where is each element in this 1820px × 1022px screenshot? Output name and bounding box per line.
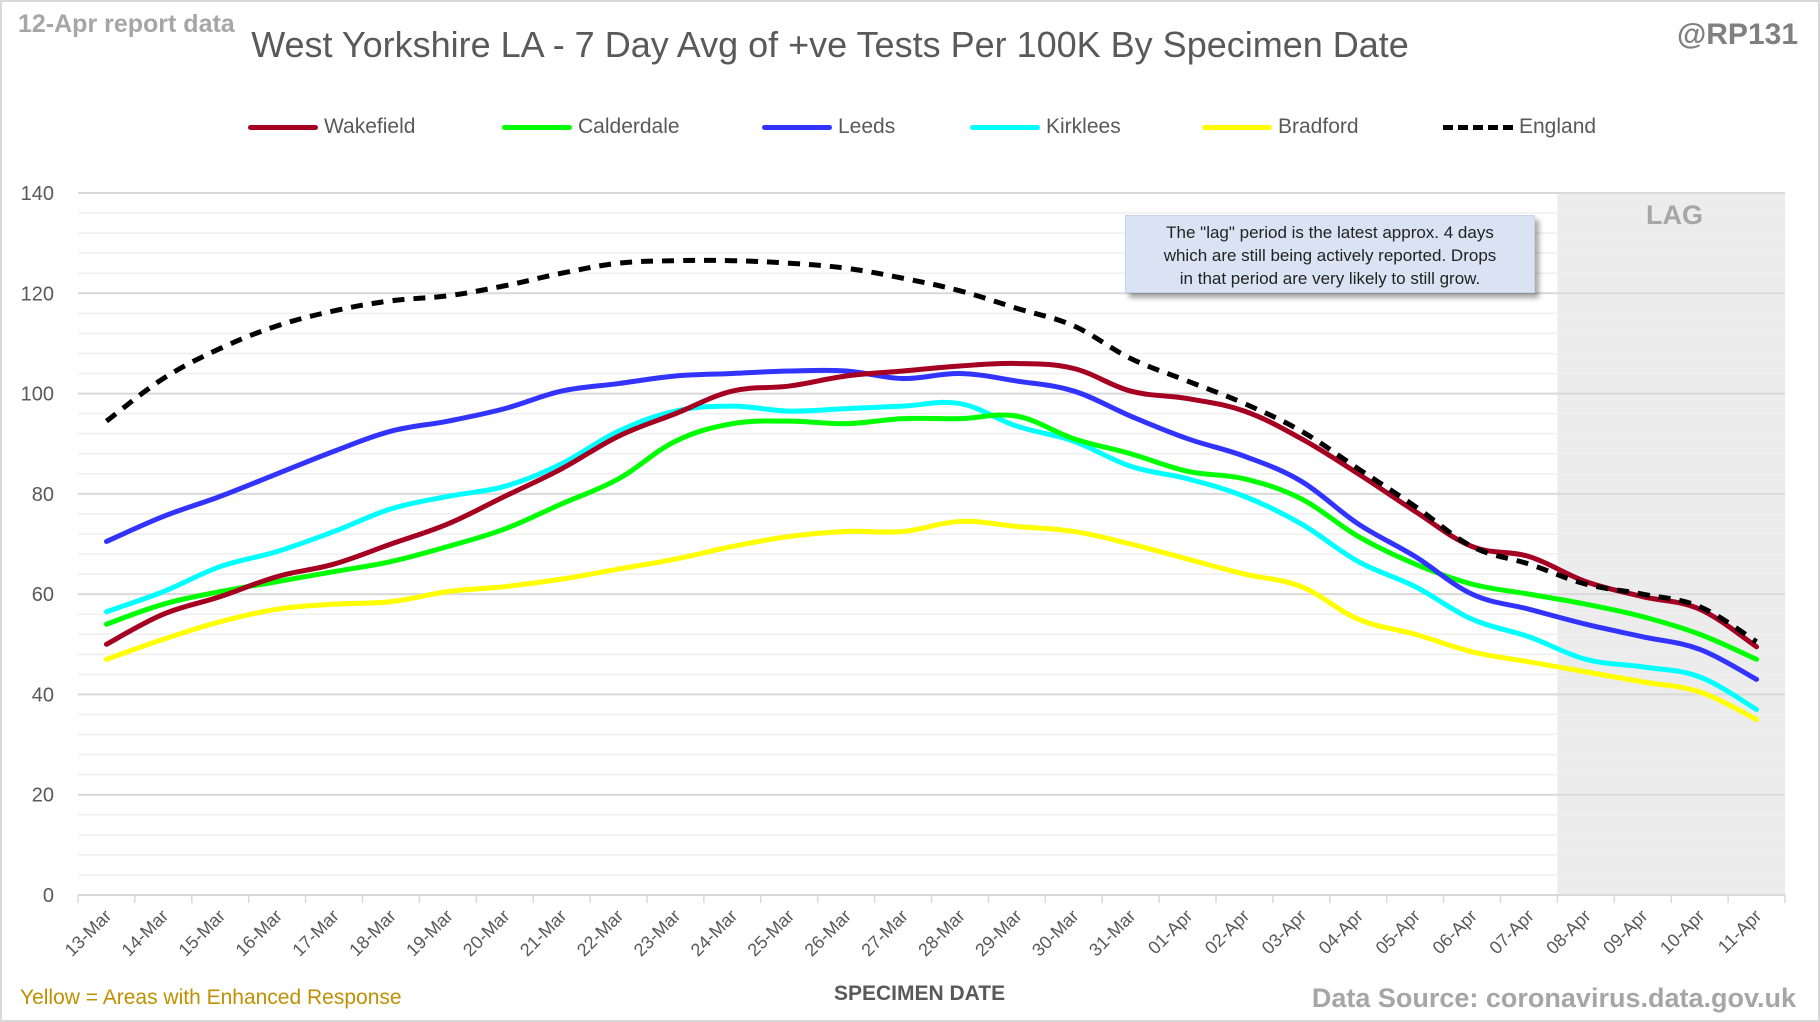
legend-swatch [970,124,1040,130]
y-tick-label: 40 [32,684,54,706]
legend-item-leeds: Leeds [762,114,895,140]
lag-region-shading [1557,193,1785,895]
legend-swatch [502,124,572,130]
lag-annotation-box: The "lag" period is the latest approx. 4… [1125,215,1535,293]
x-tick-label: 16-Mar [232,906,286,960]
x-tick-label: 21-Mar [516,906,570,960]
legend-item-england: England [1443,114,1596,140]
legend-item-kirklees: Kirklees [970,114,1121,140]
legend-label: Bradford [1278,115,1359,138]
x-tick-label: 03-Apr [1258,906,1310,958]
legend-item-calderdale: Calderdale [502,114,680,140]
series-line-kirklees [103,399,1760,712]
x-tick-label: 14-Mar [118,906,172,960]
x-tick-label: 27-Mar [857,906,911,960]
legend-swatch [762,124,832,130]
x-tick-label: 05-Apr [1372,906,1424,958]
annotation-line: The "lag" period is the latest approx. 4… [1166,223,1494,242]
x-tick-label: 06-Apr [1429,906,1481,958]
data-source: Data Source: coronavirus.data.gov.uk [1311,983,1796,1013]
x-tick-label: 28-Mar [914,906,968,960]
legend-swatch [1443,124,1513,130]
x-tick-label: 04-Apr [1315,906,1367,958]
x-tick-label: 08-Apr [1542,906,1594,958]
legend-label: England [1519,115,1597,138]
legend-swatch [248,124,318,130]
x-tick-label: 15-Mar [175,906,229,960]
x-tick-label: 11-Apr [1714,906,1765,957]
x-tick-label: 17-Mar [288,906,342,960]
series-line-england [104,257,1758,644]
x-tick-label: 25-Mar [744,906,798,960]
chart-title: West Yorkshire LA - 7 Day Avg of +ve Tes… [251,24,1409,65]
legend-swatch [1202,124,1272,130]
y-tick-label: 20 [32,785,54,807]
annotation-line: in that period are very likely to still … [1179,269,1481,288]
x-tick-label: 22-Mar [573,906,627,960]
y-tick-label: 100 [21,384,54,406]
series-line-leeds [103,367,1760,682]
x-tick-label: 18-Mar [345,906,399,960]
legend-item-wakefield: Wakefield [248,114,415,140]
x-tick-label: 19-Mar [402,906,456,960]
x-tick-label: 20-Mar [459,906,513,960]
x-tick-label: 10-Apr [1656,906,1708,958]
x-tick-label: 31-Mar [1085,906,1139,960]
y-tick-label: 120 [21,283,54,305]
y-tick-label: 80 [32,484,54,506]
author-handle: @RP131 [1677,18,1798,51]
annotation-line: which are still being actively reported.… [1163,246,1497,265]
legend-item-bradford: Bradford [1202,114,1359,140]
x-tick-label: 30-Mar [1028,906,1082,960]
x-tick-label: 01-Apr [1144,906,1196,958]
x-tick-label: 07-Apr [1485,906,1537,958]
legend-label: Wakefield [324,115,416,138]
x-tick-label: 13-Mar [61,906,115,960]
series-line-bradford [103,518,1760,722]
report-date-tag: 12-Apr report data [18,10,235,38]
lag-label: LAG [1646,200,1703,230]
x-tick-label: 24-Mar [687,906,741,960]
x-tick-label: 02-Apr [1201,906,1253,958]
x-axis-title: SPECIMEN DATE [834,982,1006,1005]
y-tick-label: 60 [32,584,54,606]
x-tick-label: 23-Mar [630,906,684,960]
legend-label: Kirklees [1046,115,1121,138]
x-tick-label: 26-Mar [801,906,855,960]
series-line-calderdale [103,412,1760,662]
legend-label: Leeds [838,115,896,138]
y-tick-label: 0 [43,885,54,907]
x-tick-label: 29-Mar [971,906,1025,960]
footnote-enhanced-response: Yellow = Areas with Enhanced Response [20,986,402,1009]
legend-label: Calderdale [578,115,680,138]
y-tick-label: 140 [21,183,54,205]
x-tick-label: 09-Apr [1599,906,1651,958]
